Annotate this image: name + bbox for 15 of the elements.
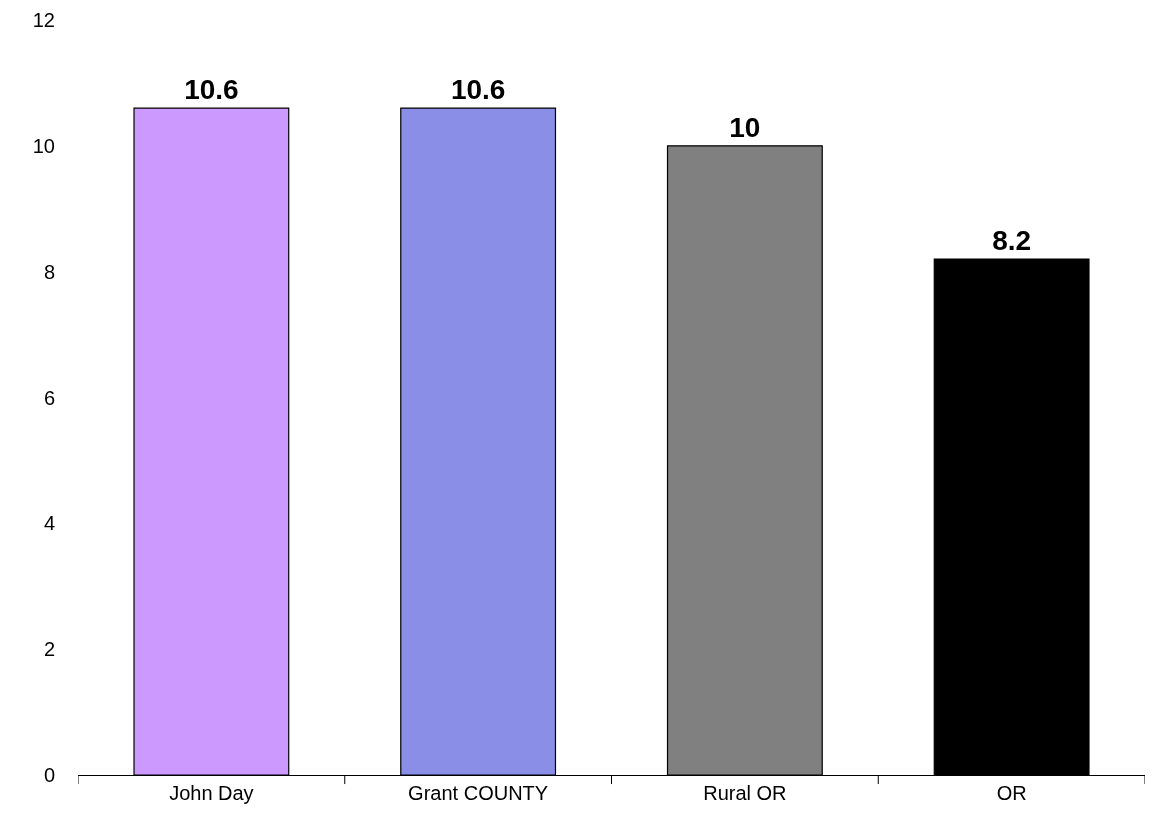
data-label: 10.6 <box>184 74 239 106</box>
data-label: 10.6 <box>450 74 506 106</box>
y-tick-label: 2 <box>43 638 55 661</box>
y-tick-label: 8 <box>43 260 55 283</box>
y-tick-label: 4 <box>43 512 55 535</box>
y-tick-label: 0 <box>43 764 55 786</box>
y-tick-label: 10 <box>32 134 55 157</box>
x-tick-label: Rural OR <box>703 782 787 804</box>
x-tick-label: Grant COUNTY <box>408 782 549 804</box>
y-tick-label: 6 <box>43 386 55 409</box>
x-tick-label: John Day <box>169 782 254 804</box>
y-tick-label: 12 <box>32 9 55 31</box>
data-label: 8.2 <box>992 225 1032 257</box>
x-tick-label: OR <box>996 782 1027 804</box>
data-label: 10 <box>729 111 761 143</box>
